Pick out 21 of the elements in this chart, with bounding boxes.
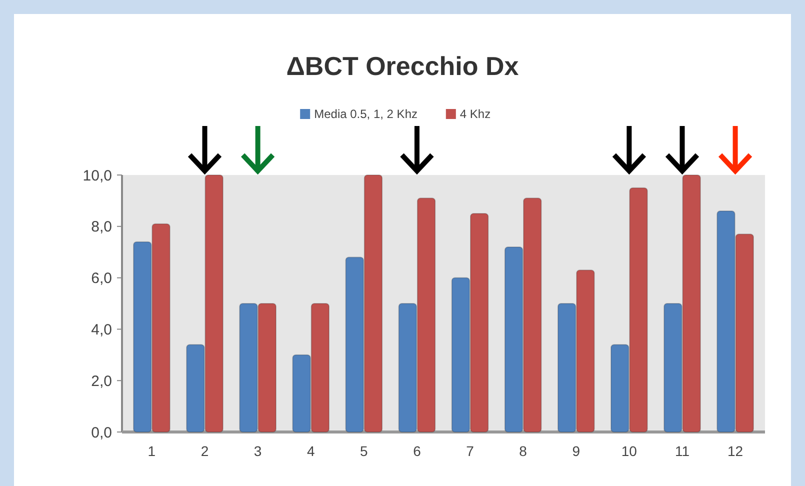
x-tick-label: 2 <box>200 443 209 459</box>
y-tick-label: 4,0 <box>91 321 112 338</box>
x-tick-label: 4 <box>306 443 315 459</box>
x-tick-label: 1 <box>148 443 156 459</box>
x-tick-label: 6 <box>413 443 422 459</box>
y-tick-label: 10,0 <box>82 167 112 184</box>
x-tick-label: 7 <box>466 443 474 459</box>
x-tick-label: 3 <box>254 443 262 459</box>
chart-title: ΔBCT Orecchio Dx <box>286 51 520 81</box>
legend-label: Media 0.5, 1, 2 Khz <box>314 107 418 121</box>
y-tick-label: 2,0 <box>91 372 112 390</box>
x-tick-label: 10 <box>621 443 638 459</box>
y-tick-label: 6,0 <box>91 270 112 288</box>
legend-label: 4 Khz <box>460 107 491 121</box>
y-tick-label: 0,0 <box>91 424 112 442</box>
x-tick-label: 12 <box>728 443 744 459</box>
y-tick-label: 8,0 <box>91 218 112 236</box>
x-tick-label: 5 <box>360 443 368 459</box>
x-tick-label: 8 <box>519 443 528 459</box>
x-tick-label: 11 <box>674 443 690 459</box>
x-tick-label: 9 <box>572 443 580 459</box>
